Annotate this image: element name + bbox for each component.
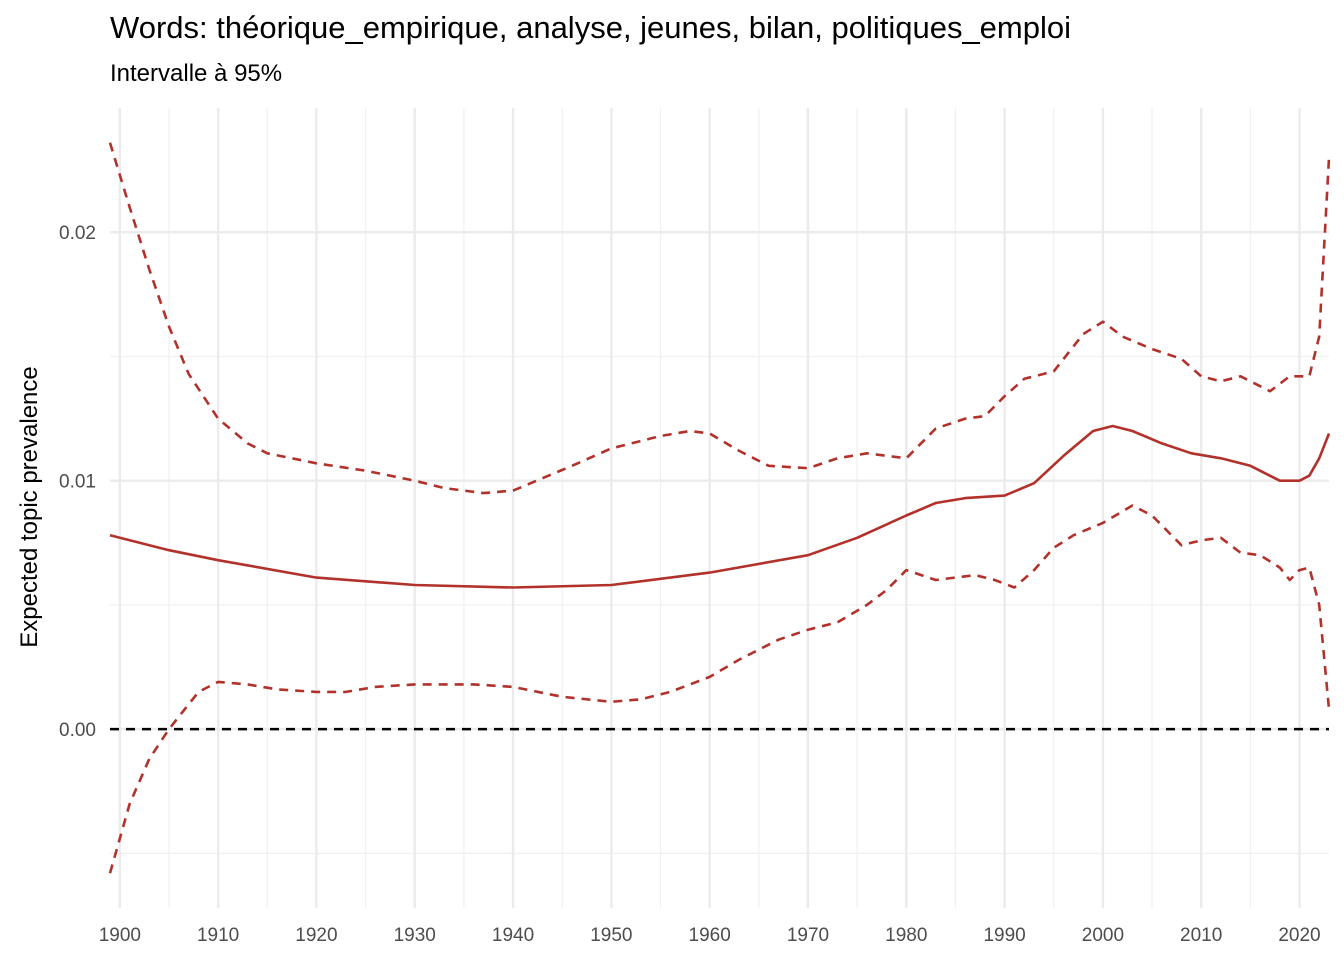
chart-subtitle: Intervalle à 95% [110, 60, 283, 87]
x-axis-ticks: 1900 1910 1920 1930 1940 1950 1960 1970 1980 1990… [99, 925, 1321, 946]
x-tick-label: 1960 [689, 925, 731, 946]
chart-title: Words: théorique_empirique, analyse, jeu… [110, 10, 1071, 45]
x-tick-label: 1980 [885, 925, 927, 946]
x-tick-label: 2000 [1082, 925, 1124, 946]
x-tick-label: 1970 [787, 925, 829, 946]
major-gridlines [110, 108, 1329, 908]
y-tick-label: 0.02 [59, 223, 96, 244]
x-tick-label: 2010 [1180, 925, 1222, 946]
series-line-upper-95 [108, 142, 1331, 495]
x-tick-label: 2020 [1278, 925, 1320, 946]
x-tick-label: 1910 [197, 925, 239, 946]
series-line-lower-95 [108, 504, 1331, 874]
series-line-estimate [109, 424, 1331, 589]
x-tick-label: 1900 [99, 925, 141, 946]
y-tick-label: 0.00 [59, 720, 96, 741]
x-tick-label: 1950 [590, 925, 632, 946]
y-axis-ticks: 0.00 0.01 0.02 [59, 223, 96, 741]
x-tick-label: 1930 [394, 925, 436, 946]
y-tick-label: 0.01 [59, 472, 96, 493]
x-tick-label: 1940 [492, 925, 534, 946]
minor-gridlines [110, 108, 1329, 908]
x-tick-label: 1920 [295, 925, 337, 946]
x-tick-label: 1990 [983, 925, 1025, 946]
series-lines [108, 142, 1331, 874]
